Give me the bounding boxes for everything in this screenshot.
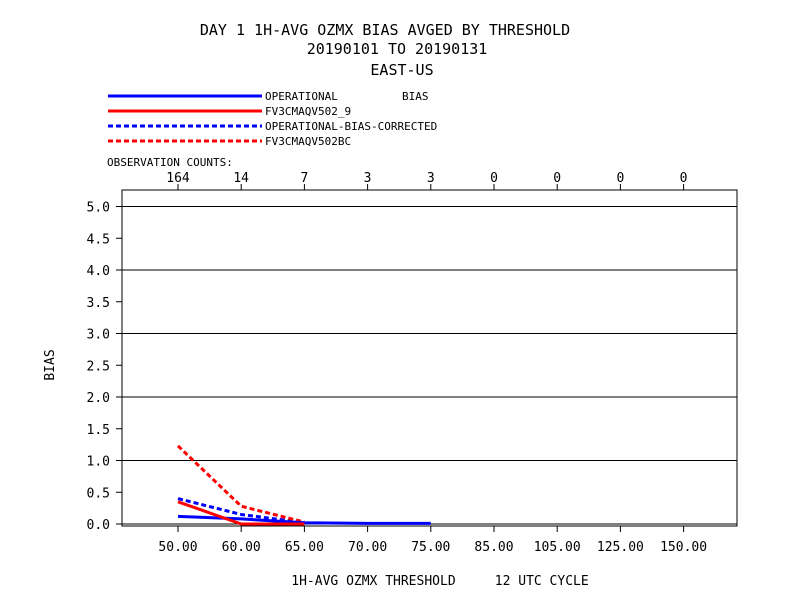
observation-counts-label: OBSERVATION COUNTS:: [107, 156, 233, 169]
plot-frame: [121, 189, 738, 527]
x-axis: 50.00 60.00 65.00 70.00 75.00 85.00 105.00 125.…: [158, 184, 707, 555]
x-tick-label: 65.00: [285, 540, 324, 555]
y-tick-label: 0.5: [87, 486, 110, 501]
legend-entry: OPERATIONAL-BIAS-CORRECTED: [265, 120, 437, 133]
y-axis: 0.0 0.5 1.0 1.5 2.0 2.5 3.0 3.5 4.0 4.5 5.0: [87, 201, 122, 533]
y-tick-label: 0.0: [87, 518, 110, 533]
observation-count: 0: [680, 171, 688, 186]
observation-count: 0: [490, 171, 498, 186]
legend-stat-label: BIAS: [402, 90, 429, 103]
observation-count: 0: [616, 171, 624, 186]
x-tick-label: 50.00: [158, 540, 197, 555]
y-tick-label: 4.0: [87, 264, 110, 279]
observation-count: 14: [233, 171, 249, 186]
x-tick-label: 85.00: [474, 540, 513, 555]
grid-lines: [122, 206, 737, 525]
x-tick-label: 60.00: [222, 540, 261, 555]
data-series: [176, 444, 431, 526]
legend-entry: FV3CMAQV502_9: [265, 105, 351, 118]
y-tick-label: 4.5: [87, 232, 110, 247]
observation-count: 0: [553, 171, 561, 186]
chart-title-line1: DAY 1 1H-AVG OZMX BIAS AVGED BY THRESHOL…: [200, 21, 570, 39]
y-tick-label: 1.0: [87, 455, 110, 470]
y-tick-label: 3.5: [87, 296, 110, 311]
x-tick-label: 75.00: [411, 540, 450, 555]
chart-title-line3: EAST-US: [370, 61, 433, 79]
legend: OPERATIONAL FV3CMAQV502_9 OPERATIONAL-BIAS…: [108, 90, 437, 148]
series-line: [177, 500, 305, 526]
y-tick-label: 2.0: [87, 391, 110, 406]
y-axis-label: BIAS: [43, 349, 58, 380]
x-tick-label: 70.00: [348, 540, 387, 555]
y-tick-label: 2.5: [87, 359, 110, 374]
series-line: [176, 444, 305, 524]
y-tick-label: 5.0: [87, 201, 110, 216]
series-line: [177, 514, 431, 525]
legend-entry: FV3CMAQV502BC: [265, 135, 351, 148]
x-tick-label: 125.00: [597, 540, 644, 555]
observation-count: 164: [166, 171, 190, 186]
y-tick-label: 1.5: [87, 423, 110, 438]
observation-counts: 164 14 7 3 3 0 0 0 0: [166, 171, 687, 186]
y-tick-label: 3.0: [87, 328, 110, 343]
observation-count: 3: [364, 171, 372, 186]
observation-count: 3: [427, 171, 435, 186]
x-axis-label: 1H-AVG OZMX THRESHOLD 12 UTC CYCLE: [291, 574, 588, 589]
x-tick-label: 105.00: [534, 540, 581, 555]
legend-entry: OPERATIONAL: [265, 90, 338, 103]
x-tick-label: 150.00: [660, 540, 707, 555]
observation-count: 7: [300, 171, 308, 186]
chart-title-line2: 20190101 TO 20190131: [307, 40, 488, 58]
